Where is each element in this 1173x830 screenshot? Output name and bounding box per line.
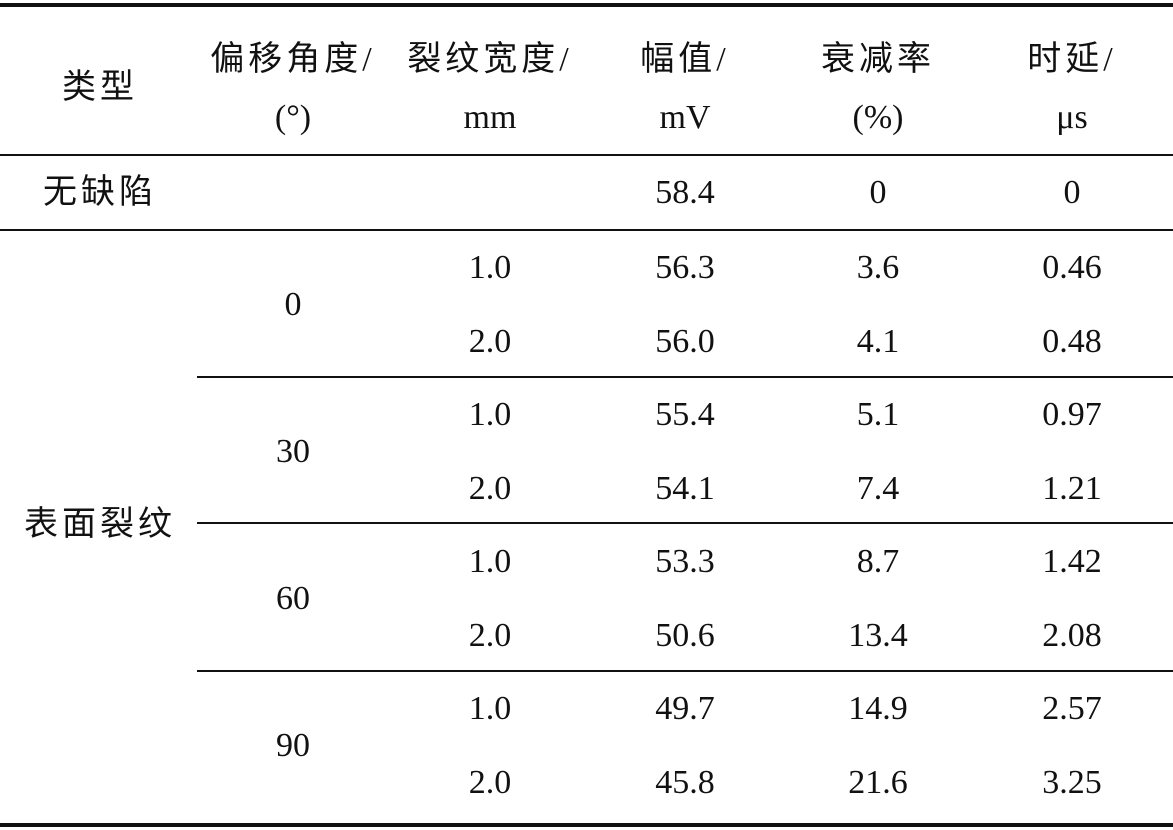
delay-cell: 1.42 bbox=[1042, 543, 1102, 580]
delay-cell: 2.57 bbox=[1042, 690, 1102, 727]
width-cell: 1.0 bbox=[468, 543, 512, 580]
header-cell: 幅值/ bbox=[640, 41, 730, 78]
width-cell: 1.0 bbox=[468, 690, 512, 727]
amplitude-cell: 56.0 bbox=[655, 322, 715, 360]
attenuation-cell: 7.4 bbox=[856, 469, 900, 507]
amplitude-cell: 53.3 bbox=[655, 543, 715, 580]
group-rule bbox=[197, 522, 1173, 524]
delay-cell: 0.97 bbox=[1042, 396, 1102, 433]
attenuation-cell: 5.1 bbox=[856, 396, 900, 433]
header-cell: 类型 bbox=[62, 69, 138, 106]
attenuation-cell: 4.1 bbox=[856, 322, 900, 360]
attenuation-cell: 13.4 bbox=[848, 616, 908, 654]
attenuation-cell: 3.6 bbox=[856, 249, 900, 286]
header-cell: 裂纹宽度/ bbox=[407, 41, 573, 78]
attenuation-cell: 21.6 bbox=[848, 763, 908, 801]
angle-cell: 90 bbox=[276, 726, 310, 764]
group-rule bbox=[197, 376, 1173, 378]
width-cell: 2.0 bbox=[468, 763, 512, 801]
angle-cell: 0 bbox=[284, 285, 302, 323]
amplitude-cell: 50.6 bbox=[655, 616, 715, 654]
width-cell: 2.0 bbox=[468, 616, 512, 654]
angle-cell: 30 bbox=[276, 432, 310, 470]
delay-cell: 2.08 bbox=[1042, 616, 1102, 654]
attenuation-cell: 8.7 bbox=[856, 543, 900, 580]
header-cell: 衰减率 bbox=[821, 41, 935, 78]
delay-cell: 1.21 bbox=[1042, 469, 1102, 507]
amplitude-cell: 56.3 bbox=[655, 249, 715, 286]
type-cell: 表面裂纹 bbox=[24, 506, 176, 544]
header-cell: 偏移角度/ bbox=[210, 41, 376, 78]
delay-cell: 0 bbox=[1063, 174, 1081, 211]
header-cell: μs bbox=[1056, 99, 1088, 136]
type-cell: 无缺陷 bbox=[43, 174, 157, 211]
attenuation-cell: 14.9 bbox=[848, 690, 908, 727]
bottom-rule bbox=[0, 823, 1173, 827]
width-cell: 2.0 bbox=[468, 469, 512, 507]
delay-cell: 0.46 bbox=[1042, 249, 1102, 286]
amplitude-cell: 58.4 bbox=[655, 174, 715, 211]
width-cell: 1.0 bbox=[468, 396, 512, 433]
angle-cell: 60 bbox=[276, 579, 310, 617]
delay-cell: 3.25 bbox=[1042, 763, 1102, 801]
group-rule bbox=[197, 670, 1173, 672]
delay-cell: 0.48 bbox=[1042, 322, 1102, 360]
header-cell: 时延/ bbox=[1027, 41, 1117, 78]
attenuation-cell: 0 bbox=[869, 174, 887, 211]
header-rule bbox=[0, 154, 1173, 156]
header-cell: (°) bbox=[274, 99, 312, 136]
header-cell: (%) bbox=[852, 99, 904, 136]
amplitude-cell: 45.8 bbox=[655, 763, 715, 801]
amplitude-cell: 49.7 bbox=[655, 690, 715, 727]
header-cell: mm bbox=[463, 99, 517, 136]
header-cell: mV bbox=[659, 99, 711, 136]
amplitude-cell: 55.4 bbox=[655, 396, 715, 433]
amplitude-cell: 54.1 bbox=[655, 469, 715, 507]
width-cell: 2.0 bbox=[468, 322, 512, 360]
top-rule bbox=[0, 3, 1173, 7]
row-rule bbox=[0, 229, 1173, 231]
width-cell: 1.0 bbox=[468, 249, 512, 286]
